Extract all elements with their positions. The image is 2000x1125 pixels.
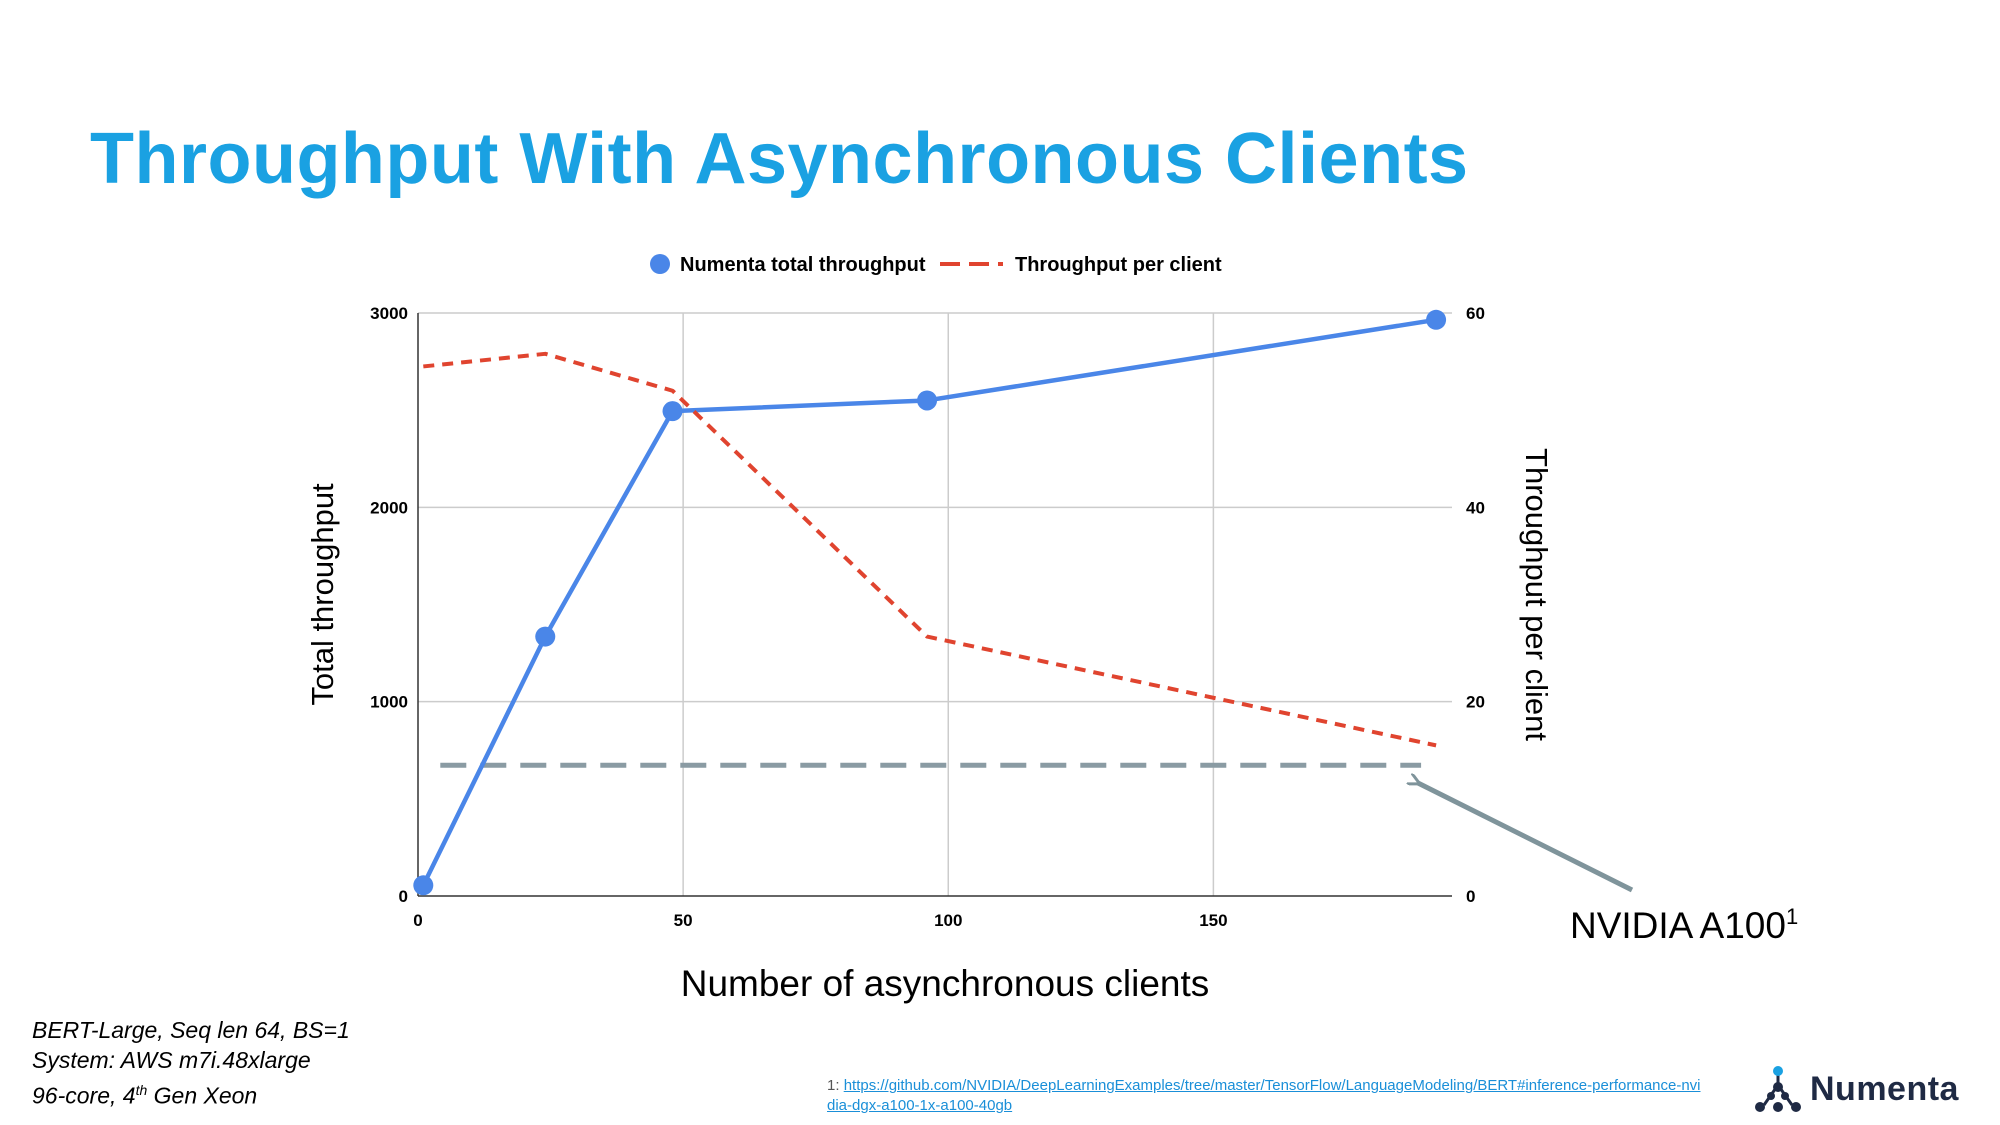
series-line-throughput-per-client	[423, 351, 1437, 748]
annotation-arrow	[1418, 783, 1634, 893]
benchmark-notes: BERT-Large, Seq len 64, BS=1 System: AWS…	[32, 1015, 350, 1111]
notes-cpu-prefix: 96-core, 4	[32, 1082, 136, 1109]
notes-cpu-sup: th	[135, 1082, 148, 1098]
y-left-tick-label: 1000	[370, 693, 408, 712]
notes-cpu: 96-core, 4th Gen Xeon	[32, 1075, 350, 1111]
logo-text: Numenta	[1810, 1069, 1959, 1108]
y-right-axis-title: Throughput per client	[1519, 448, 1554, 741]
data-point-total-throughput	[917, 390, 938, 411]
x-tick-label: 150	[1199, 911, 1227, 930]
legend-label-per-client: Throughput per client	[1015, 254, 1222, 276]
y-right-tick-label: 0	[1466, 887, 1475, 906]
data-point-total-throughput	[535, 626, 556, 647]
slide-title: Throughput With Asynchronous Clients	[90, 119, 1469, 199]
y-left-tick-label: 0	[399, 887, 408, 906]
numenta-logo: Numenta	[1752, 1064, 1959, 1114]
data-point-total-throughput	[413, 875, 434, 896]
x-tick-label: 100	[934, 911, 962, 930]
footnote-link[interactable]: https://github.com/NVIDIA/DeepLearningEx…	[827, 1077, 1701, 1114]
reference-label-text: NVIDIA A100	[1570, 905, 1786, 946]
footnote-marker: 1:	[827, 1077, 844, 1094]
notes-cpu-suffix: Gen Xeon	[147, 1082, 258, 1109]
numenta-network-icon	[1755, 1066, 1801, 1112]
y-right-tick-label: 20	[1466, 693, 1485, 712]
footnote: 1: https://github.com/NVIDIA/DeepLearnin…	[827, 1076, 1707, 1116]
data-point-total-throughput	[662, 401, 683, 422]
y-right-tick-label: 40	[1466, 498, 1485, 517]
x-tick-label: 50	[674, 911, 693, 930]
notes-system: System: AWS m7i.48xlarge	[32, 1047, 311, 1073]
legend-label-total-throughput: Numenta total throughput	[680, 254, 926, 276]
y-left-tick-label: 3000	[370, 304, 408, 323]
reference-label-sup: 1	[1786, 904, 1798, 929]
y-right-tick-label: 60	[1466, 304, 1485, 323]
reference-label: NVIDIA A1001	[1570, 904, 1798, 946]
y-left-axis-title: Total throughput	[305, 483, 340, 706]
data-point-total-throughput	[1426, 309, 1447, 330]
y-left-tick-label: 2000	[370, 498, 408, 517]
legend-marker-total-throughput	[650, 254, 670, 274]
notes-model-config: BERT-Large, Seq len 64, BS=1	[32, 1017, 350, 1043]
x-tick-label: 0	[413, 911, 422, 930]
x-axis-title: Number of asynchronous clients	[681, 963, 1210, 1004]
